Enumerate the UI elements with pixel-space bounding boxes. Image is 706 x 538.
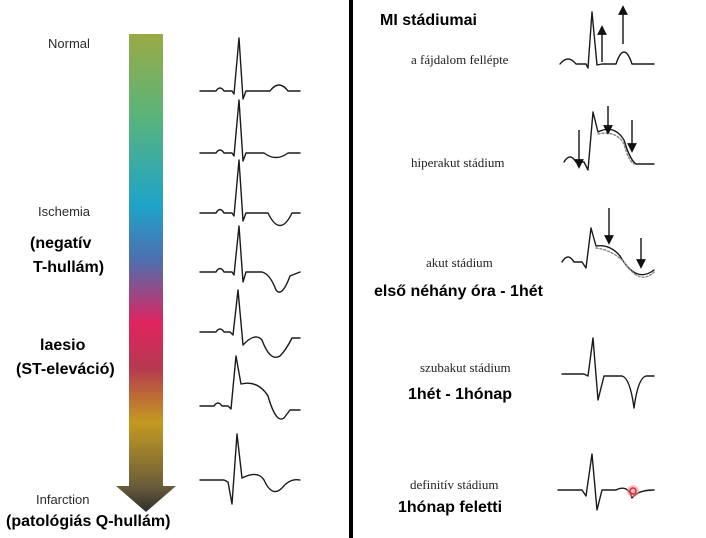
ecg-trace-subacute xyxy=(561,337,655,409)
label-infarction: Infarction xyxy=(36,492,90,507)
ecg-trace-definitive xyxy=(557,453,655,511)
note-negative-t-wave-2: T-hullám) xyxy=(33,259,105,276)
stage-note-subacute: 1hét - 1hónap xyxy=(408,386,513,403)
stage-note-acute: első néhány óra - 1hét xyxy=(374,283,543,300)
gradient-arrow-shaft xyxy=(129,34,163,486)
ecg-trace-hyperacute-dashed xyxy=(597,132,635,165)
ecg-trace-acute-dashed xyxy=(595,247,655,278)
marker-dot xyxy=(627,485,639,497)
ecg-trace-normal xyxy=(199,37,301,100)
stage-label-subacute: szubakut stádium xyxy=(420,360,511,375)
stage-label-hyperacute: hiperakut stádium xyxy=(411,155,505,170)
label-normal: Normal xyxy=(48,36,90,51)
note-st-elevation: (ST-eleváció) xyxy=(16,361,115,378)
ecg-trace-hyperacute xyxy=(563,111,655,171)
mi-stages-title: MI stádiumai xyxy=(380,12,477,29)
gradient-arrow-head xyxy=(116,486,176,512)
ecg-trace-pain-onset xyxy=(559,11,655,69)
label-laesio: laesio xyxy=(40,337,86,354)
stage-label-acute: akut stádium xyxy=(426,255,493,270)
ecg-trace-ischemia xyxy=(199,159,301,227)
mi-stages-panel: MI stádiumai xyxy=(354,0,706,538)
label-ischemia: Ischemia xyxy=(38,204,91,219)
ecg-trace-laesio xyxy=(199,289,301,358)
ecg-trace-6 xyxy=(199,355,301,420)
progression-graphic xyxy=(116,34,301,512)
note-negative-t-wave-1: (negatív xyxy=(30,235,92,252)
stage-label-definitive: definitív stádium xyxy=(410,477,499,492)
stage-note-definitive: 1hónap feletti xyxy=(398,499,503,516)
panel-divider xyxy=(349,0,353,538)
stage-label-pain-onset: a fájdalom fellépte xyxy=(411,52,509,67)
ecg-trace-4 xyxy=(199,225,301,293)
note-pathological-q-wave: (patológiás Q-hullám) xyxy=(6,513,171,530)
ecg-trace-acute xyxy=(561,227,655,276)
ecg-progression-panel: Normal Ischemia (negatív T-hullám) laesi… xyxy=(0,0,350,538)
ecg-trace-infarction xyxy=(199,433,301,505)
ecg-trace-2 xyxy=(199,99,301,162)
mi-stages-graphic xyxy=(557,5,655,511)
